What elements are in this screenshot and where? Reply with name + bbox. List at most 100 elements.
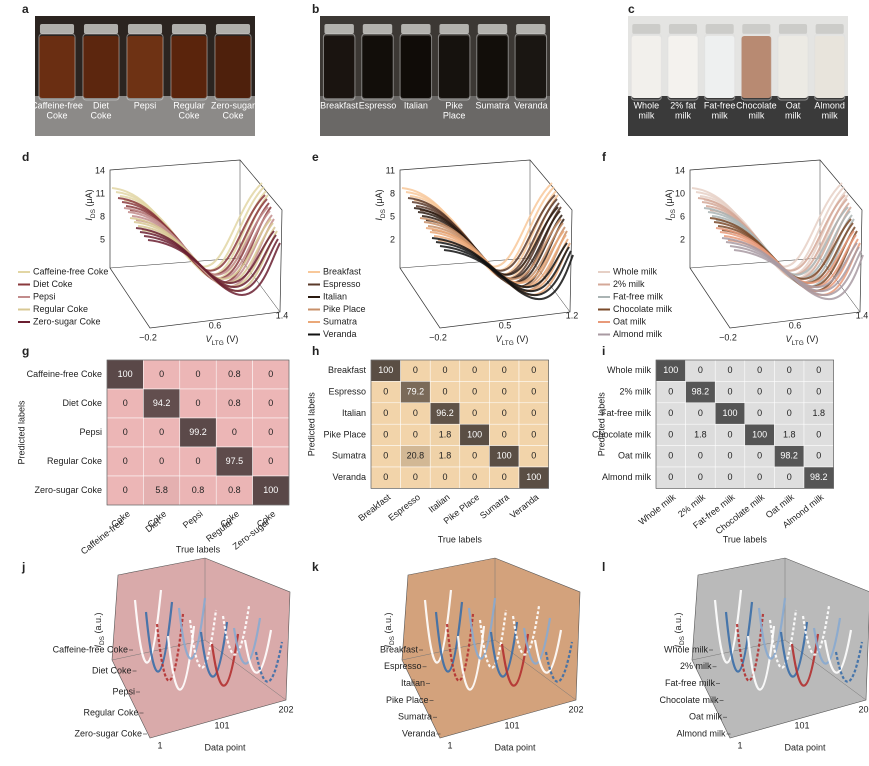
cell-value: 0 xyxy=(472,472,477,482)
jar-liquid xyxy=(741,36,772,98)
cell-value: 0 xyxy=(698,451,703,461)
embed-curve xyxy=(735,613,765,682)
jar-cap xyxy=(668,24,698,34)
label-sub: DS xyxy=(380,208,387,218)
y-tick-label: 14 xyxy=(675,165,685,175)
row-label: Regular Coke xyxy=(47,456,102,466)
x-axis-label: VLTG (V) xyxy=(786,334,819,346)
panel-label: a xyxy=(22,2,29,16)
photo-table xyxy=(320,96,550,136)
panel-label: i xyxy=(602,344,605,358)
jar-label: milk xyxy=(785,110,801,120)
x-tick-label: 202 xyxy=(568,704,583,714)
label-sub: LTG xyxy=(502,340,514,347)
category-label: Breakfast xyxy=(380,644,419,654)
iv-curve xyxy=(715,227,855,284)
row-label: 2% milk xyxy=(619,386,651,396)
jar-label: Caffeine-free xyxy=(31,100,83,110)
cell-value: 0 xyxy=(698,408,703,418)
row-label: Italian xyxy=(342,408,366,418)
y-tick-label: 5 xyxy=(390,211,395,221)
panel-label: j xyxy=(21,560,25,574)
cell-value: 98.2 xyxy=(810,472,828,482)
jar-liquid xyxy=(515,36,547,98)
jar-liquid xyxy=(170,36,208,98)
cell-value: 0 xyxy=(442,386,447,396)
jar-label: milk xyxy=(638,110,654,120)
embed-curve xyxy=(199,621,229,678)
iv-curve xyxy=(139,231,277,288)
jar-cap xyxy=(632,24,661,34)
jar-glass xyxy=(437,33,471,101)
cell-value: 0.8 xyxy=(228,369,241,379)
jar-liquid xyxy=(361,36,394,98)
cell-value: 0 xyxy=(668,386,673,396)
row-label: Breakfast xyxy=(328,365,367,375)
embed-curve xyxy=(724,601,754,673)
jar-cap xyxy=(516,24,546,34)
cell-value: 0 xyxy=(383,451,388,461)
matrix-cell xyxy=(179,475,217,506)
category-label: 2% milk xyxy=(680,661,712,671)
jar-cap xyxy=(705,24,734,34)
matrix-cell xyxy=(215,446,253,477)
label-sub: DS xyxy=(670,208,677,218)
cell-value: 0.8 xyxy=(228,398,241,408)
embed-curve xyxy=(533,629,563,674)
cell-value: 0 xyxy=(727,472,732,482)
label-main: V xyxy=(206,334,213,344)
jar-cap xyxy=(39,24,75,34)
label-main: I xyxy=(673,645,683,648)
legend-label: Chocolate milk xyxy=(613,304,673,314)
cell-value: 0 xyxy=(383,408,388,418)
cell-value: 0 xyxy=(159,369,164,379)
row-label: Diet Coke xyxy=(62,398,102,408)
embed-curve xyxy=(144,601,174,673)
x-axis-title: Data point xyxy=(784,742,826,752)
y-tick-label: 10 xyxy=(675,188,685,198)
embed-curve xyxy=(834,641,864,683)
panel-label: k xyxy=(312,560,319,574)
cell-value: 94.2 xyxy=(153,398,171,408)
category-label: Whole milk xyxy=(664,644,709,654)
y-axis-title: Predicted labels xyxy=(306,392,316,457)
jar-liquid xyxy=(814,36,845,98)
x-axis-title: Data point xyxy=(204,742,246,752)
jar-label: Sumatra xyxy=(475,100,509,110)
x-tick-label: −0.2 xyxy=(429,332,447,342)
iv-curve xyxy=(733,249,864,301)
matrix-frame xyxy=(655,359,834,489)
x-tick-label: 1 xyxy=(157,740,162,750)
row-label: Fat-free milk xyxy=(601,408,652,418)
cell-value: 0 xyxy=(195,456,200,466)
jar-glass xyxy=(514,33,548,101)
x-tick-label: 1.2 xyxy=(566,310,579,320)
cell-value: 0 xyxy=(757,365,762,375)
cell-value: 0 xyxy=(531,386,536,396)
embed-curve xyxy=(823,629,853,674)
cell-value: 0 xyxy=(123,456,128,466)
jar-label: 2% fat xyxy=(670,100,696,110)
cell-value: 0 xyxy=(816,365,821,375)
y-axis-label: IDS (a.u.) xyxy=(383,612,395,647)
cell-value: 0 xyxy=(159,427,164,437)
iv-curve xyxy=(443,249,574,301)
jar-liquid xyxy=(323,36,355,98)
matrix-cell xyxy=(143,446,181,477)
x-tick-label: −0.2 xyxy=(139,332,157,342)
iv-curve xyxy=(439,245,572,297)
legend-label: Veranda xyxy=(323,329,357,339)
y-axis-label: IDS (a.u.) xyxy=(93,612,105,647)
row-label: Chocolate milk xyxy=(592,429,652,439)
matrix-cell xyxy=(252,388,290,419)
cell-value: 0 xyxy=(232,427,237,437)
x-tick-label: 202 xyxy=(858,704,869,714)
x-axis-title: True labels xyxy=(723,534,768,544)
cell-value: 0 xyxy=(757,451,762,461)
x-tick-label: 101 xyxy=(794,720,809,730)
cell-value: 0 xyxy=(787,365,792,375)
cell-value: 0 xyxy=(787,386,792,396)
cell-value: 0 xyxy=(757,408,762,418)
embed-curve xyxy=(757,597,787,660)
x-axis-title: True labels xyxy=(176,544,221,554)
